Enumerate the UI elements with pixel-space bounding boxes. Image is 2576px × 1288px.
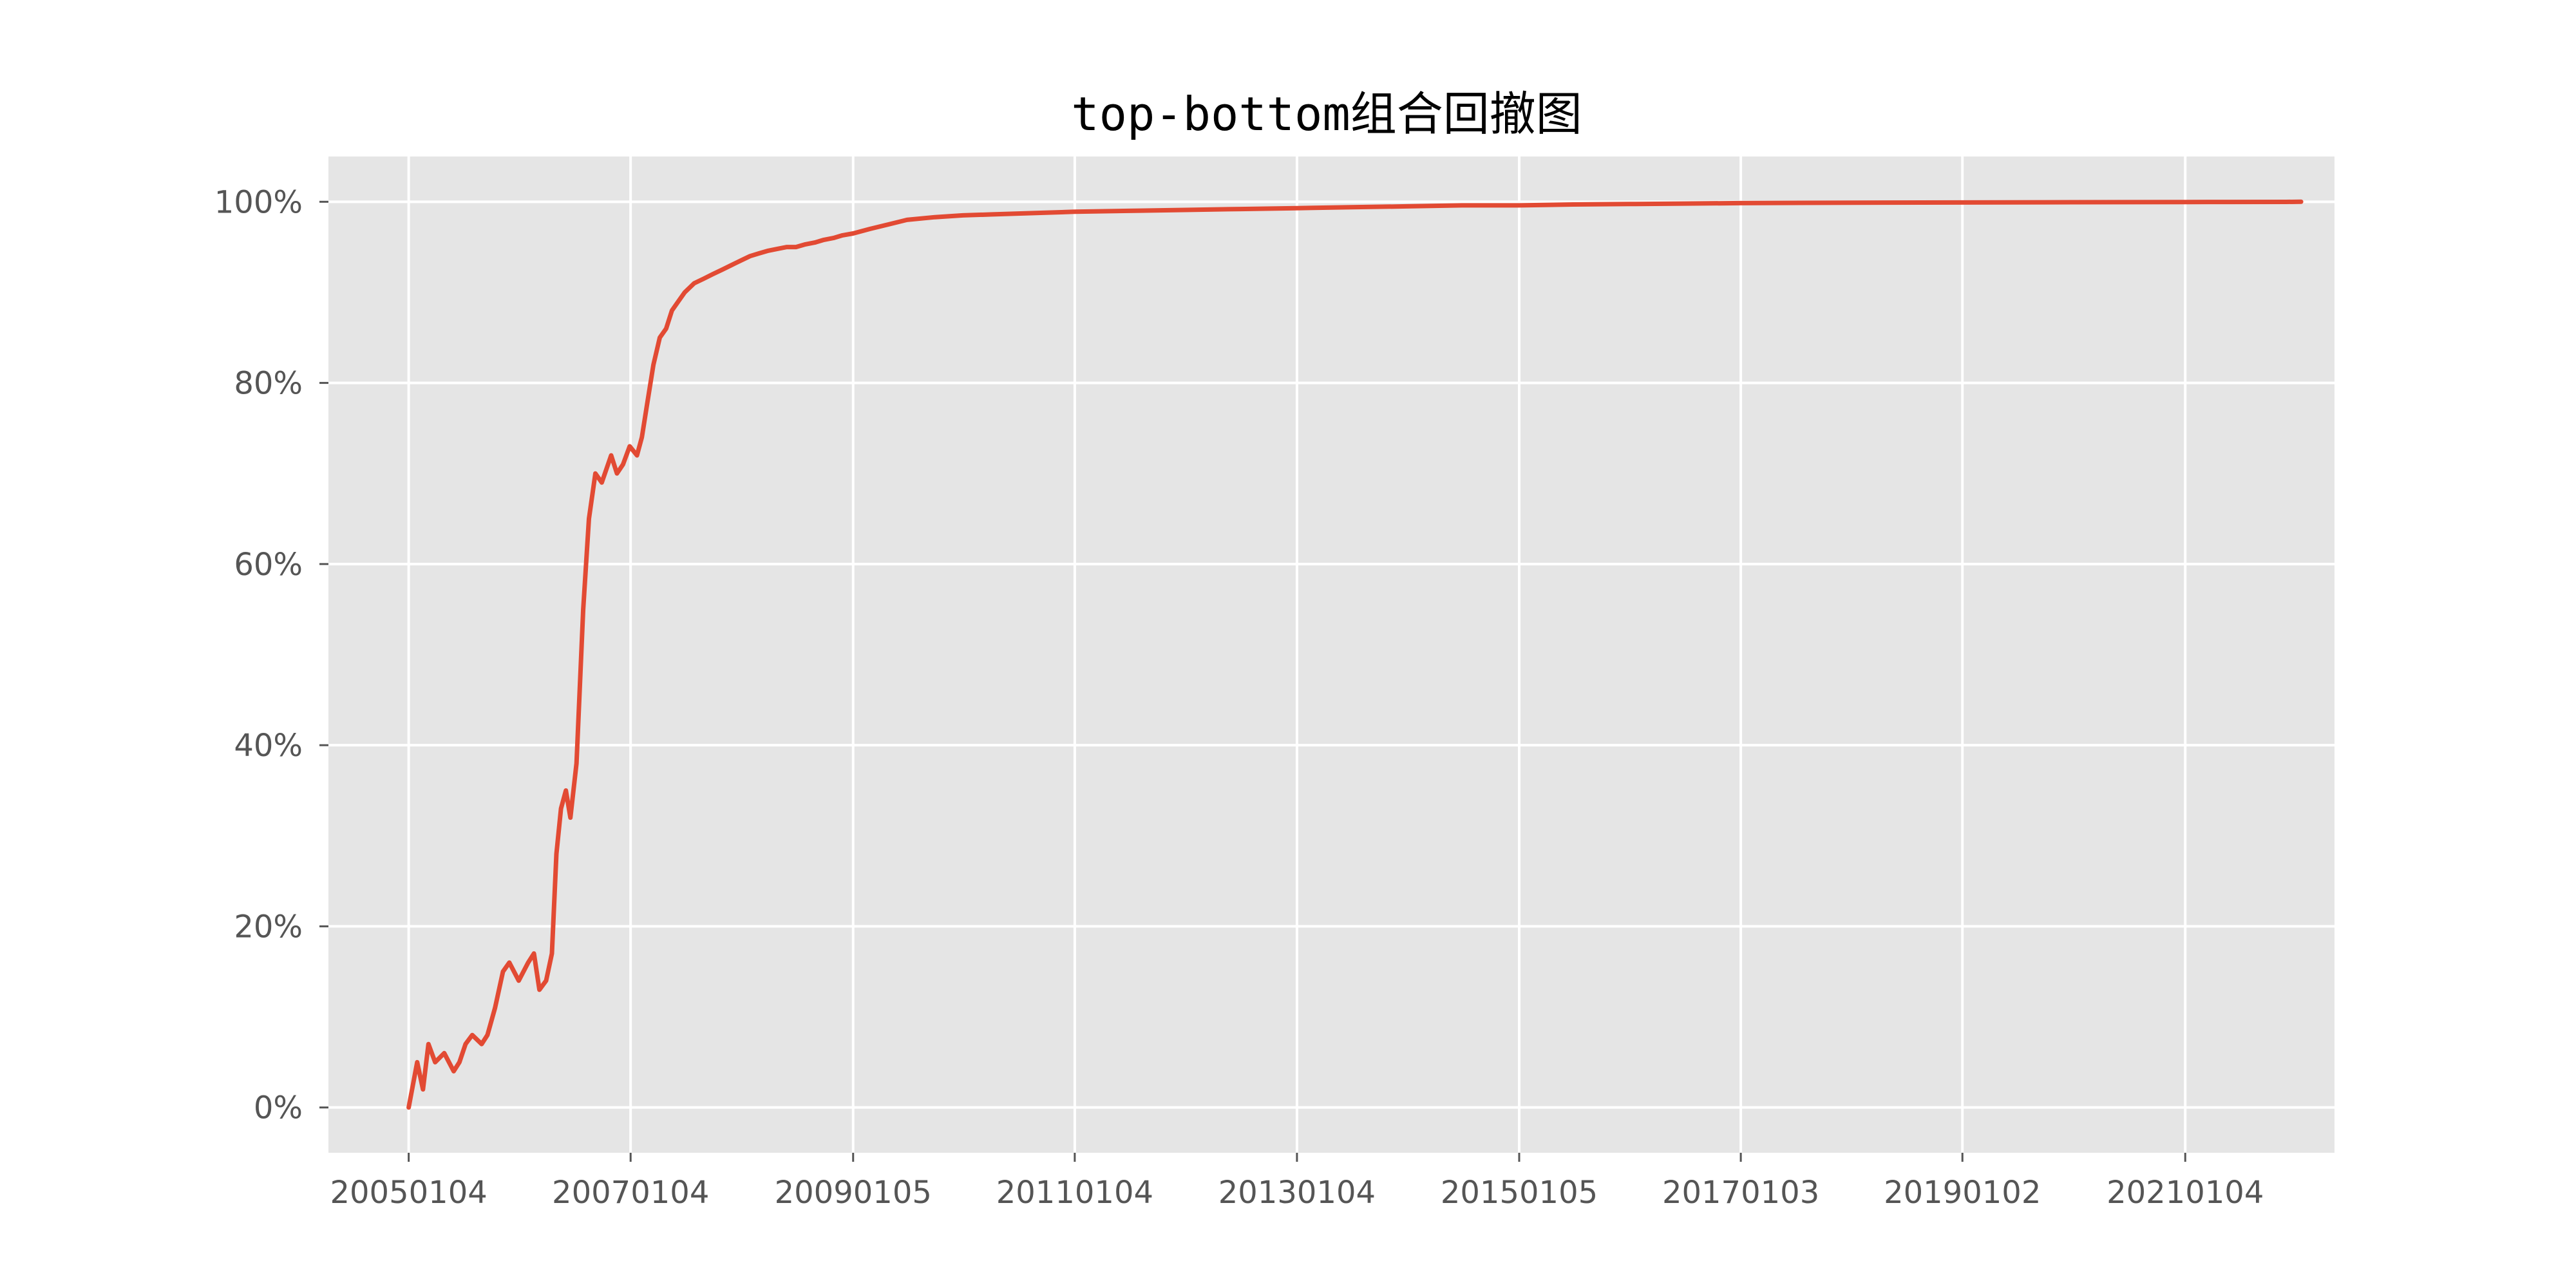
plot-area bbox=[328, 156, 2334, 1153]
x-gridlines bbox=[407, 156, 2187, 1153]
x-tick-label: 20050104 bbox=[330, 1175, 487, 1211]
y-axis: 0% 20% 40% 60% 80% 100% bbox=[214, 184, 328, 1126]
x-tick-label: 20150105 bbox=[1441, 1175, 1598, 1211]
y-tick-label: 20% bbox=[234, 909, 303, 945]
series-layer bbox=[406, 199, 2304, 1110]
x-tick-label: 20210104 bbox=[2107, 1175, 2264, 1211]
x-axis: 20050104 20070104 20090105 20110104 20130104… bbox=[330, 1153, 2264, 1211]
y-tick-label: 40% bbox=[234, 728, 303, 764]
x-tick-label: 20090105 bbox=[775, 1175, 932, 1211]
y-tick-label: 100% bbox=[214, 184, 303, 220]
y-tick-label: 60% bbox=[234, 547, 303, 583]
drawdown-series-line bbox=[406, 199, 2304, 1110]
x-tick-label: 20190102 bbox=[1884, 1175, 2041, 1211]
x-tick-label: 20070104 bbox=[552, 1175, 709, 1211]
y-gridlines bbox=[328, 200, 2334, 1109]
y-tick-label: 80% bbox=[234, 366, 303, 402]
chart-title: top-bottom组合回撤图 bbox=[1071, 87, 1582, 141]
x-tick-label: 20170103 bbox=[1662, 1175, 1819, 1211]
x-tick-label: 20130104 bbox=[1218, 1175, 1376, 1211]
x-tick-label: 20110104 bbox=[996, 1175, 1153, 1211]
y-tick-label: 0% bbox=[254, 1090, 303, 1126]
